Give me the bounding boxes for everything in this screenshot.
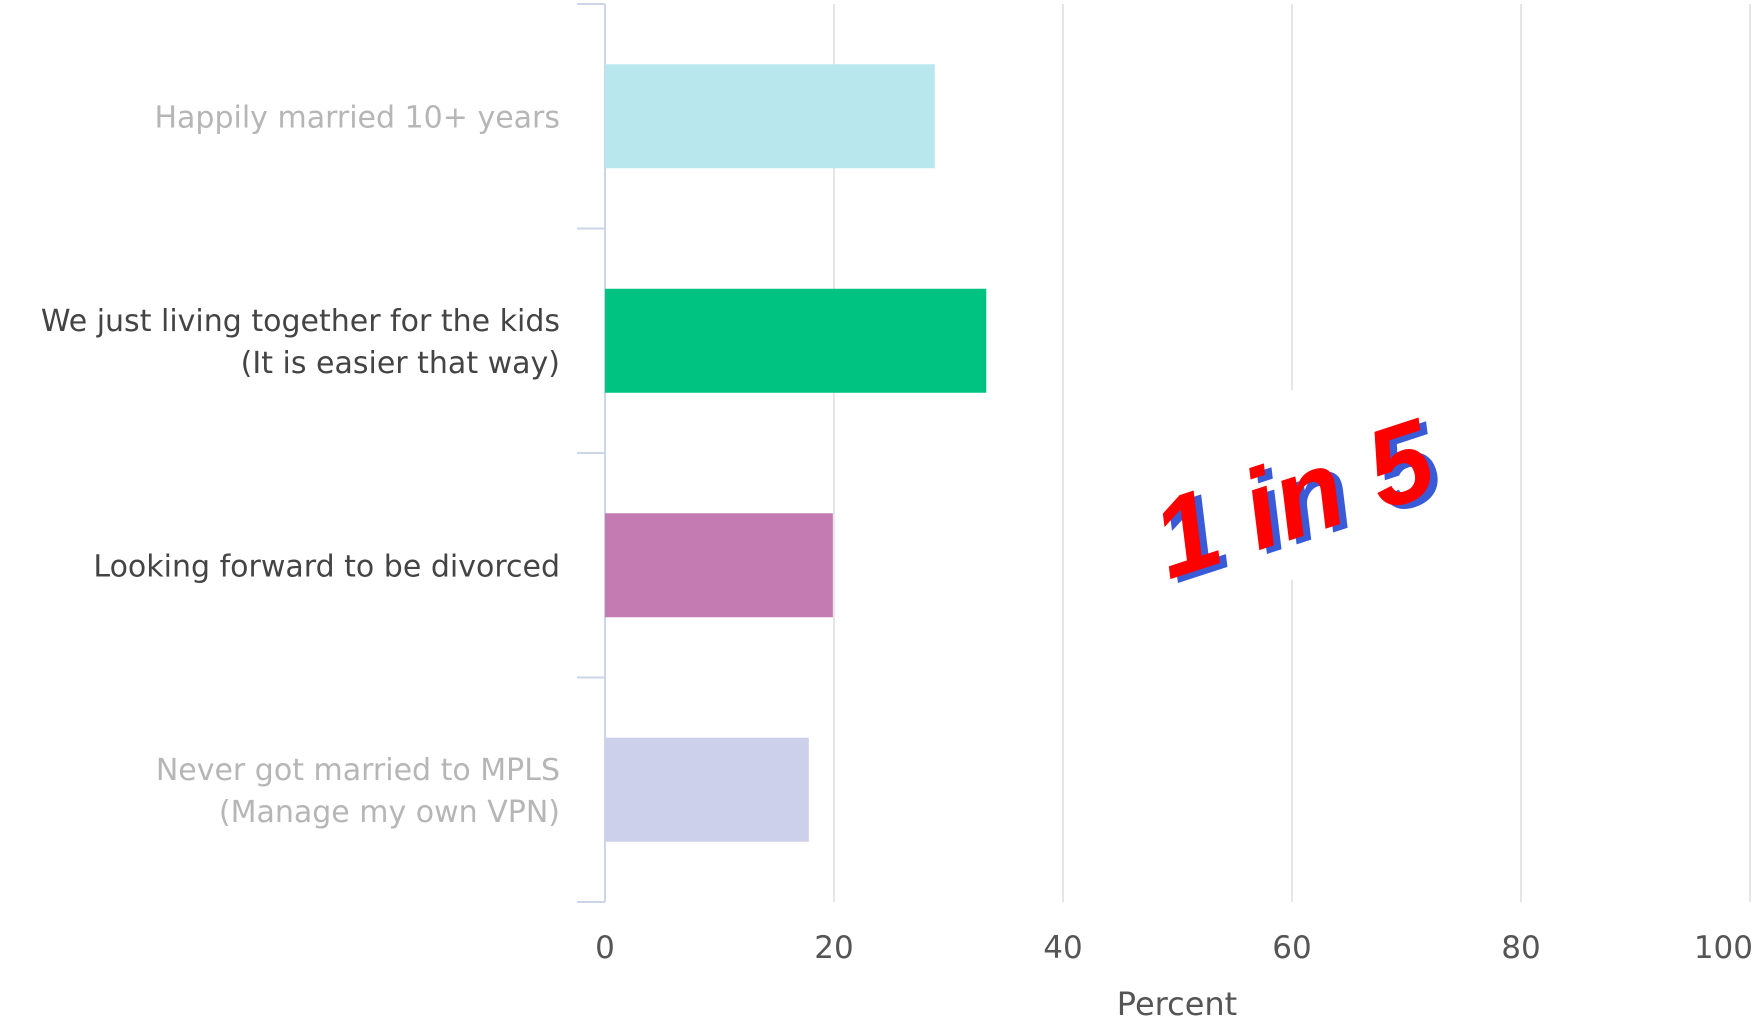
bar: [605, 513, 833, 618]
category-label-line: Happily married 10+ years: [154, 100, 560, 135]
x-tick-label: 0: [595, 930, 615, 966]
y-axis: [577, 3, 606, 903]
category-labels: Happily married 10+ years We just living …: [41, 100, 560, 830]
x-tick-label: 40: [1043, 930, 1082, 966]
x-tick-label: 80: [1501, 930, 1540, 966]
category-label: Looking forward to be divorced: [93, 549, 560, 584]
category-label-line: (It is easier that way): [241, 346, 560, 381]
category-label: We just living together for the kids (It …: [41, 304, 560, 381]
x-axis-title: Percent: [1117, 985, 1237, 1023]
category-label-line: We just living together for the kids: [41, 304, 560, 339]
category-label: Never got married to MPLS (Manage my own …: [156, 753, 560, 830]
x-tick-label: 100: [1694, 930, 1753, 966]
category-label-line: Never got married to MPLS: [156, 753, 560, 788]
bar: [605, 737, 809, 842]
category-label-line: Looking forward to be divorced: [93, 549, 560, 584]
category-label-line: (Manage my own VPN): [219, 795, 560, 830]
callout-background: [1070, 338, 1507, 634]
bar: [605, 288, 987, 393]
callout-annotation: 1 in 5 1 in 5: [1070, 338, 1507, 634]
category-label: Happily married 10+ years: [154, 100, 560, 135]
x-tick-label: 20: [814, 930, 853, 966]
x-tick-label: 60: [1272, 930, 1311, 966]
bar: [605, 64, 935, 169]
bars: [605, 64, 987, 842]
x-tick-labels: 0 20 40 60 80 100: [595, 930, 1753, 966]
